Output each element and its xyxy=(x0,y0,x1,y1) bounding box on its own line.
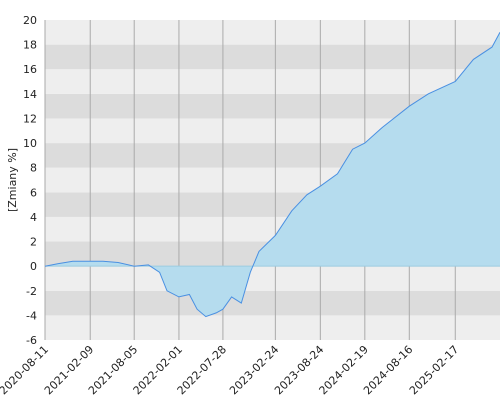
background-band xyxy=(45,69,500,94)
y-tick-label: -6 xyxy=(26,334,37,347)
background-band xyxy=(45,20,500,45)
y-tick-label: -2 xyxy=(26,285,37,298)
y-tick-label: 8 xyxy=(30,162,37,175)
area xyxy=(45,32,500,317)
y-tick-label: 2 xyxy=(30,236,37,249)
background-band xyxy=(45,315,500,340)
y-tick-label: 20 xyxy=(23,14,37,27)
y-axis-label: [Zmiany %] xyxy=(6,148,19,212)
y-tick-label: -4 xyxy=(26,309,37,322)
background-band xyxy=(45,44,500,70)
y-tick-label: 4 xyxy=(30,211,37,224)
y-tick-label: 18 xyxy=(23,39,37,52)
y-tick-label: 6 xyxy=(30,186,37,199)
y-tick-label: 14 xyxy=(23,88,37,101)
background-band xyxy=(45,290,500,316)
y-tick-label: 0 xyxy=(30,260,37,273)
y-tick-label: 10 xyxy=(23,137,37,150)
x-tick-label: 2025-02-17 xyxy=(407,343,461,397)
y-tick-label: 16 xyxy=(23,63,37,76)
background-band xyxy=(45,266,500,291)
line xyxy=(44,32,500,318)
y-tick-label: 12 xyxy=(23,112,37,125)
